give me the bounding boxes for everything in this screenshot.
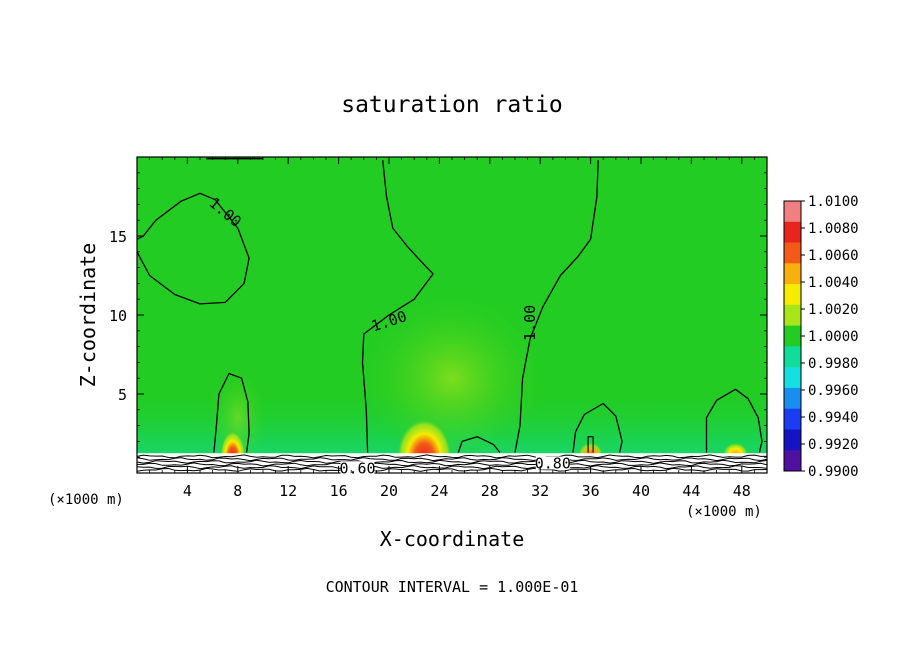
contour-label-bg (535, 456, 570, 470)
x-axis: 4 8 12 16 20 24 28 32 36 40 44 48 (149, 157, 755, 500)
contour-line-1-00 (705, 388, 763, 453)
colorbar-band (784, 263, 801, 285)
x-tick-label: 32 (531, 482, 549, 500)
ground-gap-strip (137, 453, 767, 456)
colorbar-band (784, 242, 801, 264)
chart-title: saturation ratio (341, 92, 563, 118)
x-tick-label: 28 (481, 482, 499, 500)
contour-line-1-00 (137, 192, 250, 305)
contour-line-1-00 (587, 436, 594, 453)
contour-line-1-00 (213, 372, 250, 453)
contour-line-1-00 (572, 402, 623, 453)
contour-line-1-00 (361, 160, 434, 453)
x-axis-label: X-coordinate (380, 527, 525, 551)
contour-line-1-00 (514, 160, 599, 453)
colorbar-label: 1.0100 (808, 194, 859, 210)
surface-contour-line (137, 462, 767, 467)
y-axis: 5 10 15 (109, 172, 767, 458)
colorbar-label: 0.9980 (808, 356, 859, 372)
contour-lines (137, 157, 763, 453)
surface-contour-line (137, 459, 767, 464)
y-axis-label: Z-coordinate (76, 243, 100, 388)
x-tick-label: 4 (183, 482, 192, 500)
colorbar-label: 1.0080 (808, 221, 859, 237)
x-tick-label: 24 (430, 482, 448, 500)
contour-interval-note: CONTOUR INTERVAL = 1.000E-01 (326, 578, 579, 596)
contour-label: 0.60 (339, 459, 375, 477)
y-tick-label: 5 (118, 386, 127, 404)
plot-area (137, 157, 767, 473)
contour-label: 1.00 (521, 305, 539, 341)
y-tick-label: 10 (109, 307, 127, 325)
colorbar-label: 0.9940 (808, 410, 859, 426)
colorbar-band (784, 408, 801, 430)
colorbar-label: 1.0000 (808, 329, 859, 345)
colorbar-label: 1.0060 (808, 248, 859, 264)
colorbar-band (784, 221, 801, 244)
x-tick-label: 44 (682, 482, 700, 500)
x-unit-left: (×1000 m) (48, 492, 124, 508)
colorbar-label: 1.0020 (808, 302, 859, 318)
x-tick-label: 12 (279, 482, 297, 500)
colorbar-label: 1.0040 (808, 275, 859, 291)
colorbar-band (784, 304, 801, 327)
x-tick-label: 8 (233, 482, 242, 500)
colorbar-label: 0.9920 (808, 437, 859, 453)
surface-contour-line (137, 465, 767, 470)
x-tick-label: 16 (330, 482, 348, 500)
colorbar-label: 0.9900 (808, 464, 859, 480)
colorbar: 1.0100 1.0080 1.0060 1.0040 1.0020 1.0000 0.99… (783, 194, 859, 480)
colorbar-band (784, 450, 801, 472)
surface-contour-line (137, 454, 767, 459)
contour-line-1-00 (457, 436, 501, 453)
x-tick-label: 40 (632, 482, 650, 500)
surface-contour-line (137, 457, 767, 462)
colorbar-label: 0.9960 (808, 383, 859, 399)
x-tick-label: 20 (380, 482, 398, 500)
contour-label: 0.80 (535, 455, 571, 473)
colorbar-band (784, 284, 801, 306)
x-unit-right: (×1000 m) (686, 504, 762, 520)
surface-contour-band (137, 454, 767, 473)
colorbar-band (784, 346, 801, 368)
y-tick-label: 15 (109, 228, 127, 246)
colorbar-band (784, 367, 801, 389)
colorbar-band (784, 387, 801, 410)
contour-label-bg (340, 461, 375, 475)
colorbar-band (784, 429, 801, 451)
x-tick-label: 36 (582, 482, 600, 500)
colorbar-band (784, 201, 801, 223)
colorbar-band (784, 325, 801, 347)
x-tick-label: 48 (733, 482, 751, 500)
surface-contour-line (137, 467, 767, 472)
